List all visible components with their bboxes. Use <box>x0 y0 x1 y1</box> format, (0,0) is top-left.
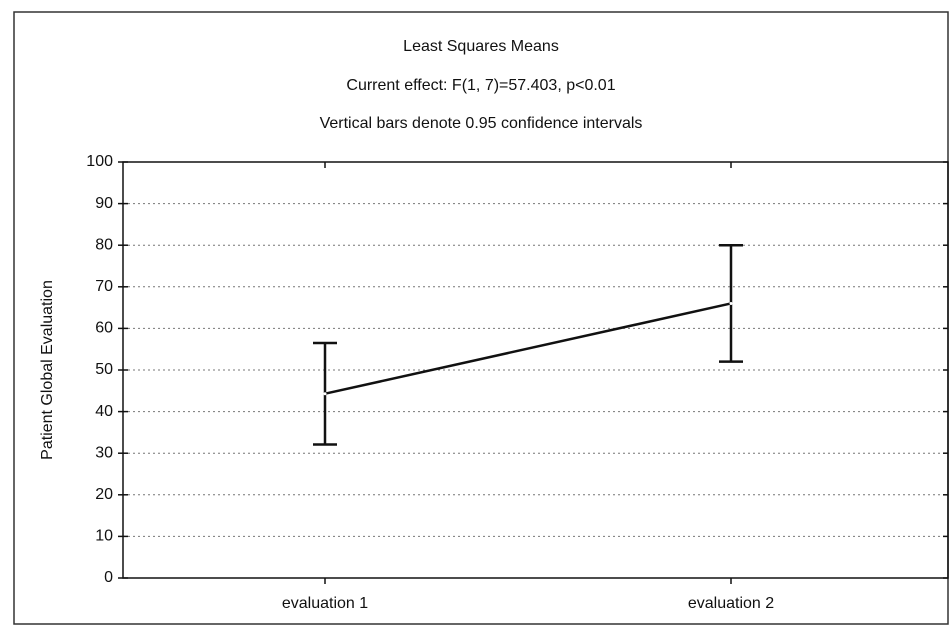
y-tick-label: 20 <box>95 486 113 503</box>
y-axis-label: Patient Global Evaluation <box>39 280 56 460</box>
line <box>324 302 732 395</box>
y-tick-label: 30 <box>95 444 113 461</box>
x-tick-label: evaluation 1 <box>282 595 368 612</box>
y-tick-label: 50 <box>95 361 113 378</box>
y-tick-label: 90 <box>95 195 113 212</box>
y-tick-label: 0 <box>104 569 113 586</box>
frame <box>13 11 949 625</box>
y-tick-label: 10 <box>95 528 113 545</box>
y-tick-label: 70 <box>95 278 113 295</box>
y-tick-label: 80 <box>95 236 113 253</box>
y-tick-label: 40 <box>95 403 113 420</box>
point <box>323 392 327 396</box>
y-tick-label: 60 <box>95 320 113 337</box>
chart-subtitle: Current effect: F(1, 7)=57.403, p<0.01 <box>346 77 615 94</box>
annotation: Vertical bars denote 0.95 confidence int… <box>320 115 643 132</box>
point <box>729 301 733 305</box>
y-tick-label: 100 <box>86 153 113 170</box>
chart-title: Least Squares Means <box>403 38 559 55</box>
plot-area <box>122 161 949 579</box>
x-tick-label: evaluation 2 <box>688 595 774 612</box>
